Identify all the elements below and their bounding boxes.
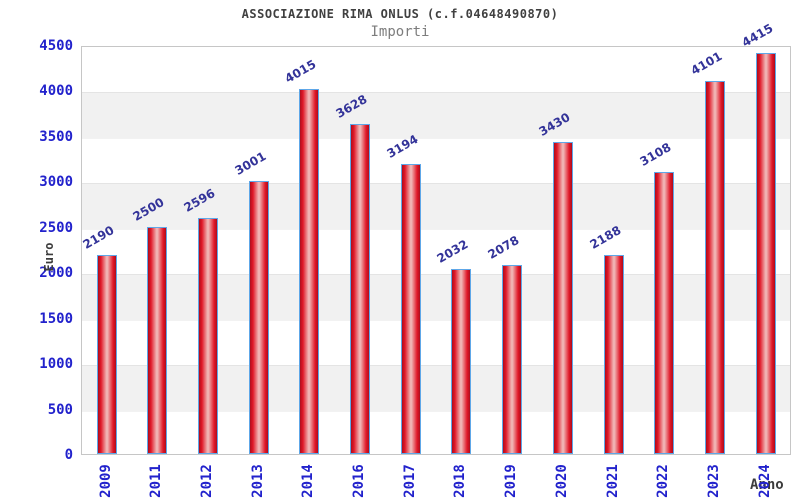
x-axis-title: Anno (750, 477, 784, 493)
x-tick-label: 2018 (452, 464, 469, 498)
grid-band (82, 138, 790, 183)
x-tick-label: 2009 (97, 464, 114, 498)
x-tick-label: 2016 (351, 464, 367, 498)
x-tick-label: 2014 (300, 464, 317, 498)
grid-band (82, 365, 790, 411)
bar-2022 (654, 171, 675, 454)
bar-2023 (704, 81, 725, 454)
bar-2016 (350, 124, 370, 454)
gridline (82, 183, 790, 185)
gridline (82, 92, 790, 94)
y-tick-label: 4500 (39, 38, 73, 54)
chart-subtitle: Importi (370, 24, 430, 40)
y-tick-label: 500 (47, 401, 73, 418)
y-tick-label: 3000 (39, 174, 73, 191)
bar-2009 (96, 254, 117, 454)
plot-area: 2190 2500 2596 3001 4015 3628 3194 2032 2078 3430… (80, 21, 791, 456)
bar-2017 (400, 163, 421, 454)
grid-band (82, 92, 790, 138)
bar-2021 (603, 255, 624, 454)
x-tick-label: 2024 (756, 464, 773, 498)
gridline (82, 410, 790, 412)
bar-2011 (147, 226, 168, 454)
bar-2018 (451, 269, 472, 454)
y-tick-label: 0 (64, 447, 73, 463)
gridline (82, 365, 790, 367)
bar-2020 (552, 142, 573, 454)
x-tick-label: 2013 (249, 464, 266, 498)
x-tick-label: 2021 (604, 464, 621, 498)
x-tick-label: 2019 (503, 464, 520, 498)
gridline (82, 228, 790, 230)
bar-2013 (248, 181, 269, 454)
y-tick-label: 2500 (39, 219, 73, 236)
x-tick-label: 2012 (198, 464, 215, 498)
y-tick-label: 1500 (39, 310, 73, 327)
grid-band (82, 47, 790, 92)
gridline (82, 274, 790, 276)
bar-2012 (197, 218, 218, 454)
y-tick-label: 2000 (39, 265, 73, 282)
grid-band (82, 411, 790, 456)
gridline (82, 137, 790, 139)
y-tick-label: 3500 (39, 128, 73, 145)
x-tick-label: 2011 (148, 464, 165, 498)
y-tick-label: 4000 (39, 83, 73, 100)
y-axis-title: Euro (42, 242, 56, 272)
grid-band (82, 320, 790, 365)
y-tick-label: 1000 (39, 356, 73, 373)
bar-2019 (502, 265, 523, 454)
gridline (82, 319, 790, 321)
x-tick-label: 2020 (553, 464, 570, 498)
grid-band (82, 274, 790, 320)
x-tick-label: 2022 (655, 464, 672, 498)
x-tick-label: 2023 (705, 464, 722, 498)
bar-2014 (299, 89, 320, 454)
chart-title: ASSOCIAZIONE RIMA ONLUS (c.f.04648490870… (241, 7, 559, 21)
x-tick-label: 2017 (401, 464, 418, 498)
bar-2024 (755, 52, 776, 454)
